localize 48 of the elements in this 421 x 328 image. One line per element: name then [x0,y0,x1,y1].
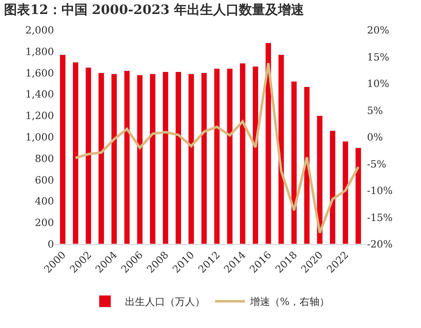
bar [150,74,156,244]
bar [226,68,233,244]
bar [329,130,336,244]
y-tick-label: 0 [48,240,54,250]
bar [290,81,298,244]
y2-tick-label: 0% [367,132,383,144]
legend-label: 增速（%，右轴） [249,296,330,308]
bar [85,67,92,244]
bar [342,141,349,244]
y2-tick-label: -15% [367,212,393,224]
y-tick-label: 400 [34,196,54,208]
bar [355,147,362,244]
y2-tick-label: 5% [367,106,383,117]
bar [200,72,208,244]
y-tick-label: 1,600 [25,68,54,80]
bar [265,42,272,244]
y-tick-label: 1,000 [25,132,54,144]
line-series [74,62,360,234]
chart-title: 图表12：中国 2000-2023 年出生人口数量及增速 [4,3,306,18]
bar [214,68,220,244]
bar [98,72,104,244]
y2-tick-label: 15% [367,52,390,64]
bar [110,74,118,244]
y2-tick-label: 10% [367,79,390,90]
bar [136,74,143,244]
y2-tick-label: -20% [367,240,393,250]
y-tick-label: 2,000 [25,26,54,36]
bar [188,74,194,244]
bar [252,66,259,244]
y2-tick-label: -10% [367,186,393,197]
y-tick-label: 1,200 [25,111,54,122]
bar [239,62,246,244]
bar [304,86,310,244]
y2-tick-label: -5% [367,159,386,170]
y-tick-label: 200 [34,218,54,230]
bar [175,71,182,244]
y2-tick-label: 20% [367,26,390,36]
bar [124,70,130,244]
y-tick-label: 800 [34,154,54,165]
bar [72,62,79,244]
bar [60,54,66,244]
bar [316,115,323,244]
y-tick-label: 1,400 [25,90,54,101]
y-tick-label: 1,800 [25,46,54,58]
bar [162,71,169,244]
y-tick-label: 600 [34,175,54,186]
bar [278,54,284,244]
legend-label: 出生人口（万人） [125,296,205,308]
